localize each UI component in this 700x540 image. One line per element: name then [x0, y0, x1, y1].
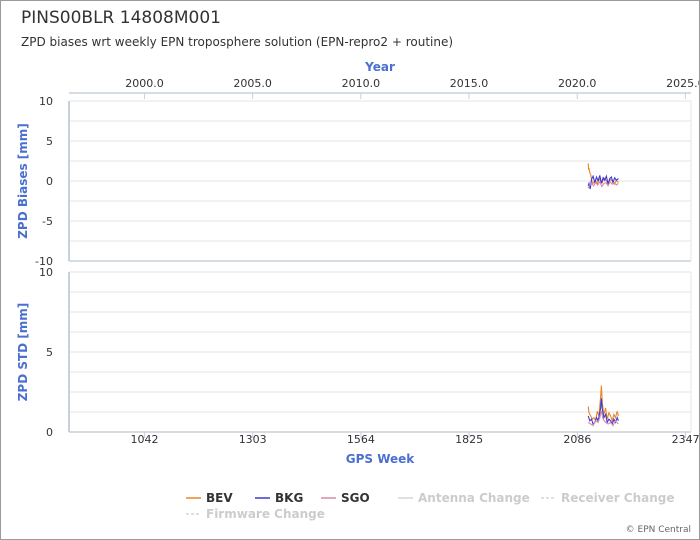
std-y-tick-label: 0 — [46, 426, 53, 439]
year-tick-label: 2025.0 — [666, 77, 699, 90]
gps-week-tick-label: 1564 — [347, 433, 375, 446]
gps-week-tick-label: 1042 — [130, 433, 158, 446]
gps-week-tick-label: 2086 — [563, 433, 591, 446]
legend-label-sgo: SGO — [341, 491, 370, 505]
chart-subtitle: ZPD biases wrt weekly EPN troposphere so… — [21, 35, 454, 49]
bias-y-tick-label: -5 — [42, 215, 53, 228]
bias-y-tick-label: 0 — [46, 175, 53, 188]
chart-title: PINS00BLR 14808M001 — [21, 8, 221, 28]
gps-week-tick-label: 1303 — [239, 433, 267, 446]
year-axis-label: Year — [364, 60, 395, 74]
credit-text: © EPN Central — [625, 525, 691, 535]
year-tick-label: 2010.0 — [342, 77, 381, 90]
legend-label-firmware-change: Firmware Change — [206, 507, 325, 521]
legend-label-bkg: BKG — [275, 491, 303, 505]
gps-week-axis-label: GPS Week — [346, 452, 416, 466]
year-tick-label: 2005.0 — [233, 77, 272, 90]
bias-y-label: ZPD Biases [mm] — [16, 123, 30, 239]
std-y-tick-label: 5 — [46, 346, 53, 359]
year-tick-label: 2020.0 — [558, 77, 597, 90]
bias-y-tick-label: 10 — [39, 95, 53, 108]
gps-week-tick-label: 2347 — [672, 433, 699, 446]
gps-week-tick-label: 1825 — [455, 433, 483, 446]
bias-y-tick-label: -10 — [35, 255, 53, 268]
legend-label-bev: BEV — [206, 491, 233, 505]
year-tick-label: 2015.0 — [450, 77, 489, 90]
bias-series-bkg — [587, 174, 619, 190]
std-y-tick-label: 10 — [39, 266, 53, 279]
year-tick-label: 2000.0 — [125, 77, 164, 90]
legend-label-receiver-change: Receiver Change — [561, 491, 675, 505]
legend-label-antenna-change: Antenna Change — [418, 491, 530, 505]
bias-y-tick-label: 5 — [46, 135, 53, 148]
std-series-sgo — [587, 411, 619, 427]
std-y-label: ZPD STD [mm] — [16, 303, 30, 402]
bias-series-sgo — [587, 180, 619, 189]
